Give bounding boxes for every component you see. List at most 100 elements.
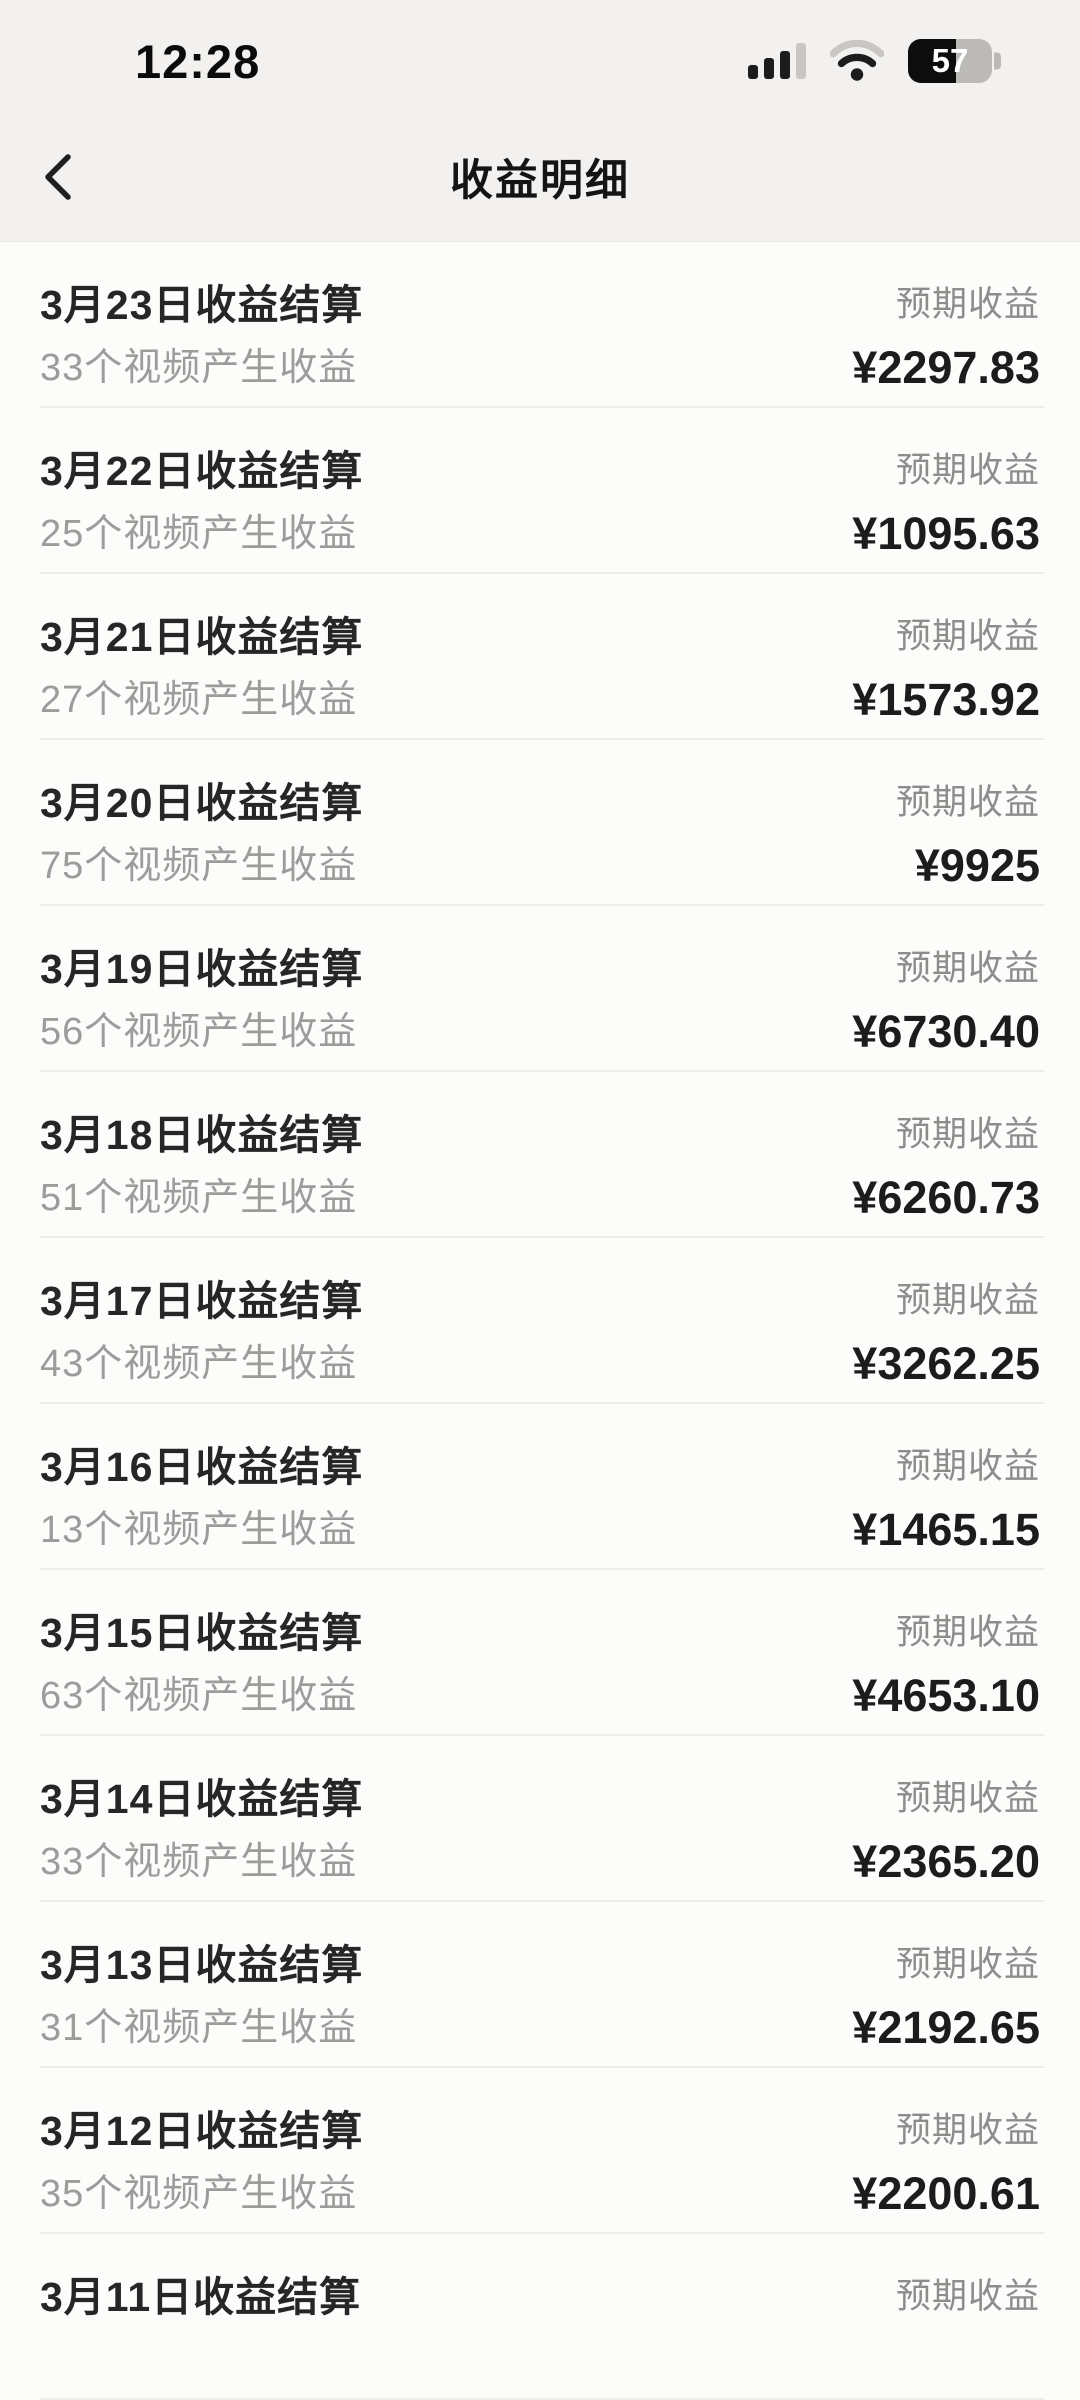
status-icons: 57 [748,39,1001,83]
revenue-list-item[interactable]: 3月14日收益结算 33个视频产生收益 预期收益 ¥2365.20 [0,1736,1080,1902]
revenue-list-item[interactable]: 3月11日收益结算 预期收益 [0,2234,1080,2400]
settlement-date-title: 3月22日收益结算 [40,448,364,494]
video-count-text: 13个视频产生收益 [40,1509,358,1551]
expected-revenue-amount: ¥2365.20 [852,1836,1040,1887]
status-bar: 12:28 57 [0,0,1080,112]
nav-bar: 收益明细 [0,112,1080,242]
revenue-list-item[interactable]: 3月18日收益结算 51个视频产生收益 预期收益 ¥6260.73 [0,1072,1080,1238]
settlement-date-title: 3月16日收益结算 [40,1444,364,1490]
settlement-date-title: 3月19日收益结算 [40,946,364,992]
item-right: 预期收益 ¥4653.10 [852,1610,1040,1736]
item-right: 预期收益 ¥6730.40 [852,946,1040,1072]
expected-revenue-amount: ¥9925 [914,840,1040,891]
expected-revenue-label: 预期收益 [895,1115,1040,1154]
settlement-date-title: 3月21日收益结算 [40,614,364,660]
video-count-text: 31个视频产生收益 [40,2007,358,2049]
revenue-list-item[interactable]: 3月17日收益结算 43个视频产生收益 预期收益 ¥3262.25 [0,1238,1080,1404]
video-count-text: 25个视频产生收益 [40,513,358,555]
revenue-list-item[interactable]: 3月13日收益结算 31个视频产生收益 预期收益 ¥2192.65 [0,1902,1080,2068]
battery-fill [908,39,956,83]
video-count-text: 35个视频产生收益 [40,2173,358,2215]
settlement-date-title: 3月13日收益结算 [40,1942,364,1988]
item-left: 3月19日收益结算 56个视频产生收益 [40,946,363,1072]
battery-nub [994,52,1001,70]
item-left: 3月14日收益结算 33个视频产生收益 [40,1776,363,1902]
item-left: 3月20日收益结算 75个视频产生收益 [40,780,363,906]
item-right: 预期收益 ¥2365.20 [852,1776,1040,1902]
expected-revenue-amount: ¥2297.83 [852,342,1040,393]
settlement-date-title: 3月11日收益结算 [40,2274,362,2320]
revenue-list-item[interactable]: 3月23日收益结算 33个视频产生收益 预期收益 ¥2297.83 [0,242,1080,408]
item-left: 3月11日收益结算 [40,2274,361,2400]
revenue-list-item[interactable]: 3月16日收益结算 13个视频产生收益 预期收益 ¥1465.15 [0,1404,1080,1570]
expected-revenue-amount: ¥2200.61 [852,2168,1040,2219]
chevron-left-icon [45,153,71,200]
item-left: 3月12日收益结算 35个视频产生收益 [40,2108,363,2234]
expected-revenue-label: 预期收益 [895,1447,1040,1486]
expected-revenue-label: 预期收益 [895,1779,1040,1818]
video-count-text: 27个视频产生收益 [40,679,358,721]
expected-revenue-amount: ¥6730.40 [852,1006,1040,1057]
revenue-list-item[interactable]: 3月21日收益结算 27个视频产生收益 预期收益 ¥1573.92 [0,574,1080,740]
item-left: 3月23日收益结算 33个视频产生收益 [40,282,363,408]
video-count-text: 43个视频产生收益 [40,1343,358,1385]
expected-revenue-label: 预期收益 [895,949,1040,988]
item-left: 3月18日收益结算 51个视频产生收益 [40,1112,363,1238]
expected-revenue-label: 预期收益 [895,1945,1040,1984]
video-count-text: 51个视频产生收益 [40,1177,358,1219]
revenue-list-item[interactable]: 3月22日收益结算 25个视频产生收益 预期收益 ¥1095.63 [0,408,1080,574]
item-left: 3月13日收益结算 31个视频产生收益 [40,1942,363,2068]
video-count-text: 63个视频产生收益 [40,1675,358,1717]
item-right: 预期收益 ¥3262.25 [852,1278,1040,1404]
revenue-list-item[interactable]: 3月15日收益结算 63个视频产生收益 预期收益 ¥4653.10 [0,1570,1080,1736]
item-left: 3月17日收益结算 43个视频产生收益 [40,1278,363,1404]
expected-revenue-label: 预期收益 [895,2277,1040,2316]
item-left: 3月22日收益结算 25个视频产生收益 [40,448,363,574]
item-right: 预期收益 ¥9925 [896,780,1040,906]
battery-icon: 57 [908,39,1001,83]
revenue-list-item[interactable]: 3月12日收益结算 35个视频产生收益 预期收益 ¥2200.61 [0,2068,1080,2234]
expected-revenue-label: 预期收益 [895,2111,1040,2150]
item-left: 3月16日收益结算 13个视频产生收益 [40,1444,363,1570]
video-count-text: 33个视频产生收益 [40,1841,358,1883]
revenue-list-item[interactable]: 3月20日收益结算 75个视频产生收益 预期收益 ¥9925 [0,740,1080,906]
item-right: 预期收益 ¥2200.61 [852,2108,1040,2234]
expected-revenue-amount: ¥4653.10 [852,1670,1040,1721]
settlement-date-title: 3月18日收益结算 [40,1112,364,1158]
expected-revenue-amount: ¥6260.73 [852,1172,1040,1223]
settlement-date-title: 3月15日收益结算 [40,1610,364,1656]
item-right: 预期收益 ¥2192.65 [852,1942,1040,2068]
item-right: 预期收益 ¥1573.92 [852,614,1040,740]
settlement-date-title: 3月23日收益结算 [40,282,364,328]
expected-revenue-label: 预期收益 [895,1613,1040,1652]
settlement-date-title: 3月17日收益结算 [40,1278,364,1324]
clock: 12:28 [135,34,261,88]
item-right: 预期收益 ¥1465.15 [852,1444,1040,1570]
expected-revenue-amount: ¥1573.92 [852,674,1040,725]
expected-revenue-amount: ¥1095.63 [852,508,1040,559]
page-title: 收益明细 [450,156,630,205]
item-right: 预期收益 ¥2297.83 [852,282,1040,408]
expected-revenue-label: 预期收益 [895,285,1040,324]
settlement-date-title: 3月20日收益结算 [40,780,364,826]
settlement-date-title: 3月14日收益结算 [40,1776,364,1822]
video-count-text: 75个视频产生收益 [40,845,358,887]
revenue-list[interactable]: 3月23日收益结算 33个视频产生收益 预期收益 ¥2297.83 3月22日收… [0,242,1080,2400]
revenue-list-item[interactable]: 3月19日收益结算 56个视频产生收益 预期收益 ¥6730.40 [0,906,1080,1072]
item-right: 预期收益 ¥1095.63 [852,448,1040,574]
settlement-date-title: 3月12日收益结算 [40,2108,364,2154]
item-right: 预期收益 ¥6260.73 [852,1112,1040,1238]
back-button[interactable] [28,142,88,212]
expected-revenue-amount: ¥3262.25 [852,1338,1040,1389]
video-count-text: 56个视频产生收益 [40,1011,358,1053]
expected-revenue-label: 预期收益 [895,783,1040,822]
battery-percent: 57 [931,42,969,79]
expected-revenue-label: 预期收益 [895,617,1040,656]
expected-revenue-label: 预期收益 [895,451,1040,490]
item-right: 预期收益 [896,2274,1040,2400]
expected-revenue-label: 预期收益 [895,1281,1040,1320]
wifi-icon [830,40,884,81]
item-left: 3月21日收益结算 27个视频产生收益 [40,614,363,740]
video-count-text: 33个视频产生收益 [40,347,358,389]
